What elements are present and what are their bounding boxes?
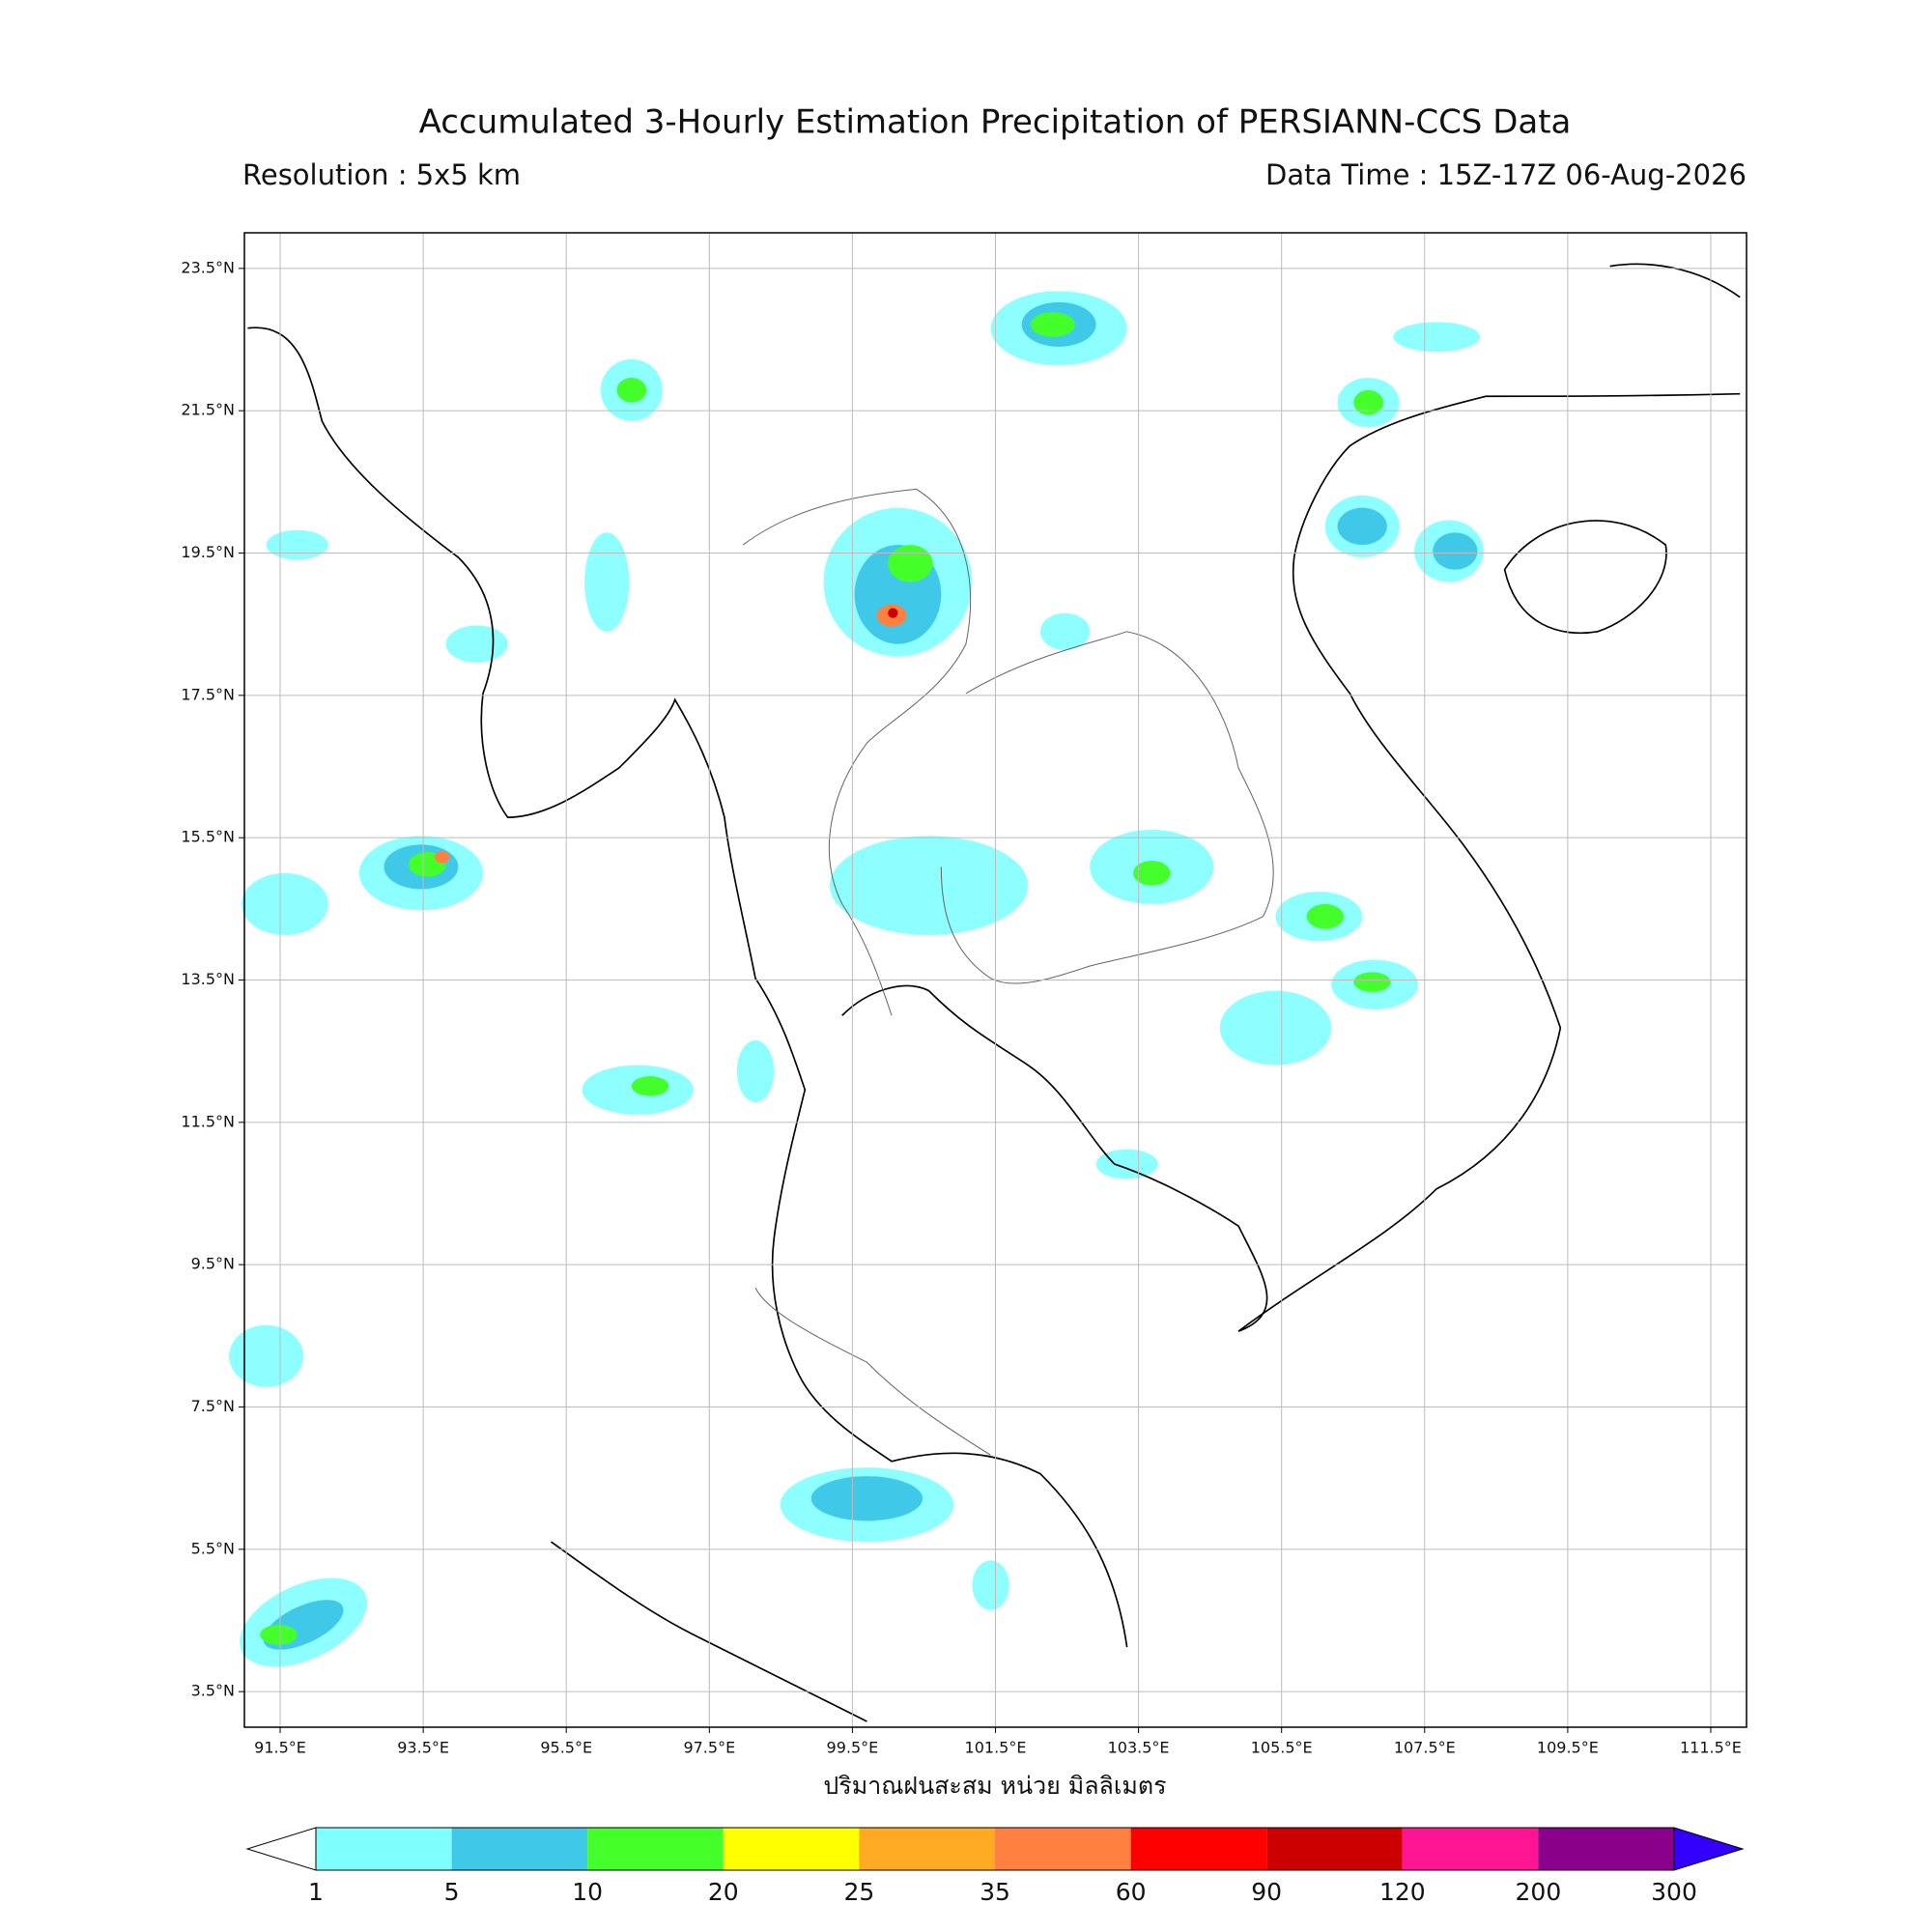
x-tick-label: 95.5°E — [540, 1739, 592, 1757]
y-tick-label: 11.5°N — [181, 1112, 235, 1130]
colorbar-label: 10 — [572, 1878, 603, 1906]
colorbar-label: 200 — [1516, 1878, 1562, 1906]
y-tick-label: 15.5°N — [181, 828, 235, 846]
colorbar-label: 1 — [308, 1878, 324, 1906]
colorbar-segment — [995, 1828, 1131, 1870]
y-tick-label: 9.5°N — [191, 1255, 235, 1273]
precipitation-field — [229, 263, 1741, 1722]
x-tick-label: 109.5°E — [1537, 1739, 1599, 1757]
x-tick-label: 105.5°E — [1251, 1739, 1313, 1757]
colorbar-segment — [1266, 1828, 1403, 1870]
colorbar-label: 60 — [1116, 1878, 1147, 1906]
colorbar-frame — [315, 1827, 1675, 1871]
x-tick-label: 101.5°E — [965, 1739, 1027, 1757]
data-time: Data Time : 15Z-17Z 06-Aug-2026 — [1265, 158, 1747, 191]
title: Accumulated 3-Hourly Estimation Precipit… — [419, 103, 1572, 142]
y-tick-label: 13.5°N — [181, 970, 235, 988]
x-tick-label: 111.5°E — [1680, 1739, 1742, 1757]
colorbar-label: 5 — [444, 1878, 460, 1906]
colorbar-segment — [587, 1828, 724, 1870]
colorbar-segment — [723, 1828, 860, 1870]
x-tick-label: 99.5°E — [827, 1739, 879, 1757]
y-tick-label: 17.5°N — [181, 685, 235, 703]
colorbar-segment — [1538, 1828, 1674, 1870]
y-tick-label: 19.5°N — [181, 543, 235, 561]
y-tick-label: 21.5°N — [181, 401, 235, 419]
map-frame — [243, 232, 1747, 1728]
colorbar-label: 25 — [843, 1878, 874, 1906]
x-tick-label: 103.5°E — [1108, 1739, 1170, 1757]
colorbar-segment — [1402, 1828, 1539, 1870]
colorbar-segment — [1130, 1828, 1267, 1870]
x-axis-label: ปริมาณฝนสะสม หน่วย มิลลิเมตร — [823, 1772, 1166, 1800]
colorbar-under — [245, 1827, 317, 1871]
colorbar-segment — [451, 1828, 588, 1870]
colorbar-label: 300 — [1651, 1878, 1697, 1906]
colorbar-label: 90 — [1251, 1878, 1282, 1906]
colorbar-segment — [316, 1828, 452, 1870]
x-tick-label: 91.5°E — [254, 1739, 306, 1757]
colorbar-segment — [859, 1828, 995, 1870]
colorbar-label: 120 — [1379, 1878, 1426, 1906]
colorbar-label: 35 — [980, 1878, 1010, 1906]
colorbar-over — [1673, 1827, 1745, 1871]
y-tick-label: 5.5°N — [191, 1539, 235, 1557]
x-tick-label: 97.5°E — [683, 1739, 735, 1757]
y-tick-label: 23.5°N — [181, 258, 235, 276]
x-tick-label: 107.5°E — [1394, 1739, 1456, 1757]
y-tick-label: 3.5°N — [191, 1682, 235, 1700]
x-tick-label: 93.5°E — [397, 1739, 449, 1757]
colorbar-label: 20 — [708, 1878, 739, 1906]
resolution: Resolution : 5x5 km — [242, 158, 521, 191]
y-tick-label: 7.5°N — [191, 1397, 235, 1415]
